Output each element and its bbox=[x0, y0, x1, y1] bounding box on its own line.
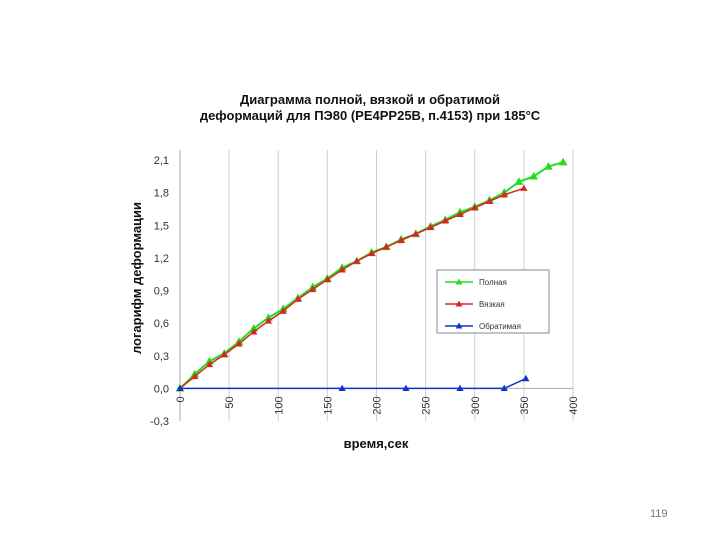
x-tick-label: 350 bbox=[519, 396, 531, 414]
y-tick-label: 0,6 bbox=[154, 318, 169, 330]
x-tick-label: 0 bbox=[175, 396, 187, 402]
data-point bbox=[456, 384, 464, 392]
y-tick-label: 0,9 bbox=[154, 286, 169, 298]
chart-title-line-2: деформаций для ПЭ80 (PE4PP25B, п.4153) п… bbox=[199, 108, 541, 123]
data-point bbox=[485, 197, 494, 204]
data-point bbox=[397, 236, 405, 244]
legend-marker bbox=[455, 278, 463, 285]
data-point bbox=[353, 257, 361, 264]
y-tick-label: 0,3 bbox=[154, 351, 169, 363]
x-tick-label: 200 bbox=[372, 396, 384, 414]
legend-label: Обратимая bbox=[479, 322, 521, 331]
data-point bbox=[338, 384, 346, 392]
y-tick-label: 0,0 bbox=[154, 383, 169, 395]
series-line-3 bbox=[180, 377, 527, 390]
y-tick-label: 1,5 bbox=[154, 220, 169, 232]
legend-marker bbox=[455, 322, 463, 329]
chart-title-line-1: Диаграмма полной, вязкой и обратимой bbox=[240, 92, 500, 107]
y-tick-label: 2,1 bbox=[154, 155, 169, 167]
y-tick-label: -0,3 bbox=[150, 416, 169, 428]
x-tick-label: 100 bbox=[273, 396, 285, 414]
data-point bbox=[529, 171, 538, 180]
data-point bbox=[279, 307, 287, 314]
data-point bbox=[500, 384, 508, 392]
data-point bbox=[338, 266, 346, 273]
legend: Полная Вязкая Обратимая bbox=[436, 269, 550, 334]
x-tick-label: 250 bbox=[421, 396, 433, 414]
x-tick-label: 300 bbox=[470, 396, 482, 414]
data-point bbox=[426, 223, 435, 231]
x-tick-label: 150 bbox=[322, 396, 334, 414]
data-point bbox=[323, 275, 331, 283]
data-point bbox=[250, 328, 258, 335]
data-point bbox=[544, 162, 553, 170]
data-point bbox=[294, 295, 302, 302]
data-point bbox=[264, 317, 273, 324]
data-point bbox=[220, 350, 228, 358]
data-point bbox=[522, 374, 530, 382]
data-point bbox=[514, 177, 524, 185]
y-axis-label: логарифм деформации bbox=[129, 202, 144, 354]
data-point bbox=[456, 210, 464, 218]
series-group bbox=[175, 157, 568, 392]
data-point bbox=[471, 204, 479, 211]
y-tick-label: 1,8 bbox=[154, 188, 169, 200]
legend-box bbox=[436, 269, 550, 334]
x-tick-label: 400 bbox=[568, 396, 580, 414]
data-point bbox=[402, 384, 410, 392]
legend-label: Полная bbox=[479, 278, 507, 287]
data-point bbox=[176, 384, 184, 392]
data-point bbox=[367, 249, 376, 257]
data-point bbox=[382, 243, 390, 250]
data-point bbox=[558, 157, 568, 166]
data-point bbox=[235, 339, 243, 347]
data-point bbox=[309, 285, 317, 293]
legend-label: Вязкая bbox=[479, 300, 505, 309]
y-tick-label: 1,2 bbox=[154, 253, 169, 265]
x-axis-label: время,сек bbox=[344, 436, 409, 451]
data-point bbox=[520, 184, 528, 191]
data-point bbox=[500, 191, 508, 198]
data-point bbox=[191, 372, 199, 380]
data-point bbox=[412, 230, 420, 237]
data-point bbox=[441, 217, 449, 224]
page-number: 119 bbox=[650, 508, 668, 520]
data-point bbox=[205, 360, 214, 368]
x-tick-label: 50 bbox=[224, 396, 236, 408]
legend-marker bbox=[455, 300, 463, 307]
